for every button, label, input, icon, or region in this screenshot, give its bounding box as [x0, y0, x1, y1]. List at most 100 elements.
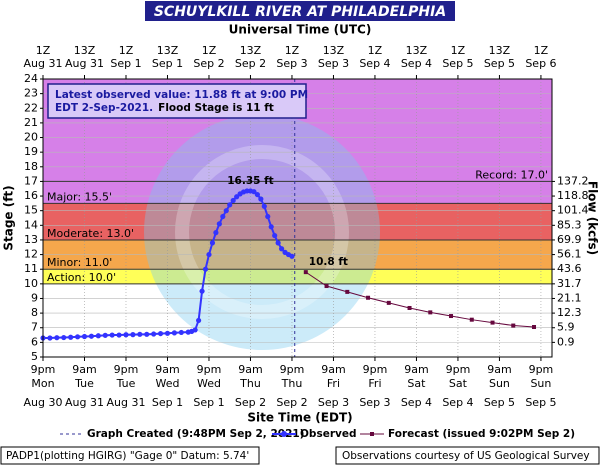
y-axis-label: Stage (ft)	[2, 185, 16, 250]
plot-frame	[42, 78, 553, 358]
observed-point	[223, 208, 229, 214]
observed-point	[289, 253, 295, 259]
y2-tick-label: 31.7	[557, 277, 582, 290]
x-tick-date: Sep 1	[193, 396, 224, 409]
x2-tick-date: Sep 5	[442, 57, 473, 70]
x2-tick-label: 13Z	[323, 44, 345, 57]
observed-point	[123, 332, 129, 338]
stage-label: Moderate: 13.0'	[47, 227, 134, 240]
y-tick-label: 8	[31, 306, 38, 319]
observed-point	[151, 331, 157, 337]
x-tick-date: Sep 5	[484, 396, 515, 409]
y2-tick-label: 69.9	[557, 233, 582, 246]
y2-tick-label: 56.1	[557, 248, 582, 261]
x-tick-label: 9am	[321, 363, 345, 376]
observed-point	[116, 332, 122, 338]
legend-label: Observed	[300, 428, 356, 440]
observed-point	[254, 191, 260, 198]
observed-point	[275, 240, 281, 246]
series-line	[305, 271, 535, 328]
forecast-point	[490, 320, 495, 325]
observed-point	[199, 288, 205, 294]
observed-point	[95, 333, 101, 339]
y-tick-label: 7	[31, 321, 38, 334]
y-tick-label: 5	[31, 350, 38, 363]
observed-point	[251, 189, 257, 195]
observed-point	[220, 213, 226, 220]
x-tick-date: Sep 4	[401, 396, 432, 409]
observed-point	[47, 335, 53, 341]
y2-tick-label: 118.8	[557, 189, 589, 202]
x-tick-label: 9pm	[529, 363, 554, 376]
observed-point	[261, 203, 267, 209]
x-tick-label: 9pm	[31, 363, 56, 376]
x-tick-weekday: Fri	[368, 377, 381, 390]
y2-axis-label: Flow (kcfs)	[586, 181, 600, 255]
observed-point	[268, 224, 274, 230]
x2-tick-date: Sep 1	[110, 57, 141, 70]
observed-point	[137, 331, 143, 337]
x2-tick-date: Aug 31	[65, 57, 104, 70]
y-tick-label: 11	[24, 262, 38, 275]
x-tick-label: 9am	[155, 363, 179, 376]
legend-swatch	[281, 431, 287, 437]
forecast-point	[386, 300, 391, 305]
x2-tick-label: 13Z	[240, 44, 262, 57]
observed-point	[227, 202, 233, 208]
x2-tick-label: 1Z	[368, 44, 383, 57]
x2-tick-date: Sep 3	[276, 57, 307, 70]
x-tick-date: Sep 3	[359, 396, 390, 409]
x2-tick-date: Sep 2	[235, 57, 266, 70]
y2-tick-label: 85.3	[557, 218, 582, 231]
x-tick-label: 9am	[404, 363, 428, 376]
forecast-point	[449, 314, 454, 319]
x2-tick-date: Sep 4	[401, 57, 432, 70]
x2-axis-label: Universal Time (UTC)	[229, 23, 372, 37]
y-tick-label: 9	[31, 291, 38, 304]
x-tick-weekday: Mon	[31, 377, 54, 390]
x2-tick-label: 13Z	[489, 44, 511, 57]
observed-point	[102, 332, 108, 338]
stage-label: Major: 15.5'	[47, 190, 112, 203]
observed-point	[230, 197, 236, 204]
observed-point	[144, 331, 150, 337]
y-tick-label: 13	[24, 233, 38, 246]
observed-point	[61, 334, 67, 341]
x2-tick-label: 1Z	[285, 44, 300, 57]
observed-point	[209, 240, 216, 246]
series-line	[43, 189, 293, 339]
y2-tick-label: 101.4	[557, 204, 589, 217]
y-tick-label: 19	[24, 145, 38, 158]
x-tick-weekday: Tue	[74, 377, 94, 390]
observed-point	[130, 332, 136, 338]
y-tick-label: 18	[24, 160, 38, 173]
footer-box	[335, 446, 600, 465]
value-label: 10.8 ft	[309, 256, 348, 268]
y-tick-label: 15	[24, 204, 38, 217]
x-tick-date: Sep 5	[525, 396, 556, 409]
annotation-line: Latest observed value: 11.88 ft at 9:00 …	[55, 89, 308, 101]
annotation-text: Flood Stage is 11 ft	[158, 102, 274, 114]
legend-swatch	[370, 432, 374, 436]
x-tick-weekday: Tue	[116, 377, 136, 390]
y2-tick-label: 137.2	[557, 174, 589, 187]
title-bar	[145, 1, 455, 21]
x2-tick-label: 1Z	[534, 44, 549, 57]
legend-label: Graph Created (9:48PM Sep 2, 2021)	[87, 428, 304, 440]
observed-point	[272, 232, 278, 239]
flood-band	[43, 203, 552, 240]
x2-tick-date: Sep 2	[193, 57, 224, 70]
x2-tick-label: 13Z	[157, 44, 179, 57]
x-tick-date: Sep 4	[442, 396, 473, 409]
observed-point	[278, 246, 285, 252]
x-tick-label: 9pm	[363, 363, 388, 376]
observed-point	[216, 221, 222, 227]
x2-tick-date: Sep 3	[318, 57, 349, 70]
x-tick-weekday: Wed	[197, 377, 221, 390]
plot: 567891011121314151617181920212223249pmMo…	[24, 44, 589, 440]
observed-point	[171, 330, 177, 336]
forecast-point	[303, 270, 308, 275]
forecast-point	[366, 295, 371, 300]
observed-point	[88, 333, 95, 339]
observed-point	[206, 251, 212, 258]
